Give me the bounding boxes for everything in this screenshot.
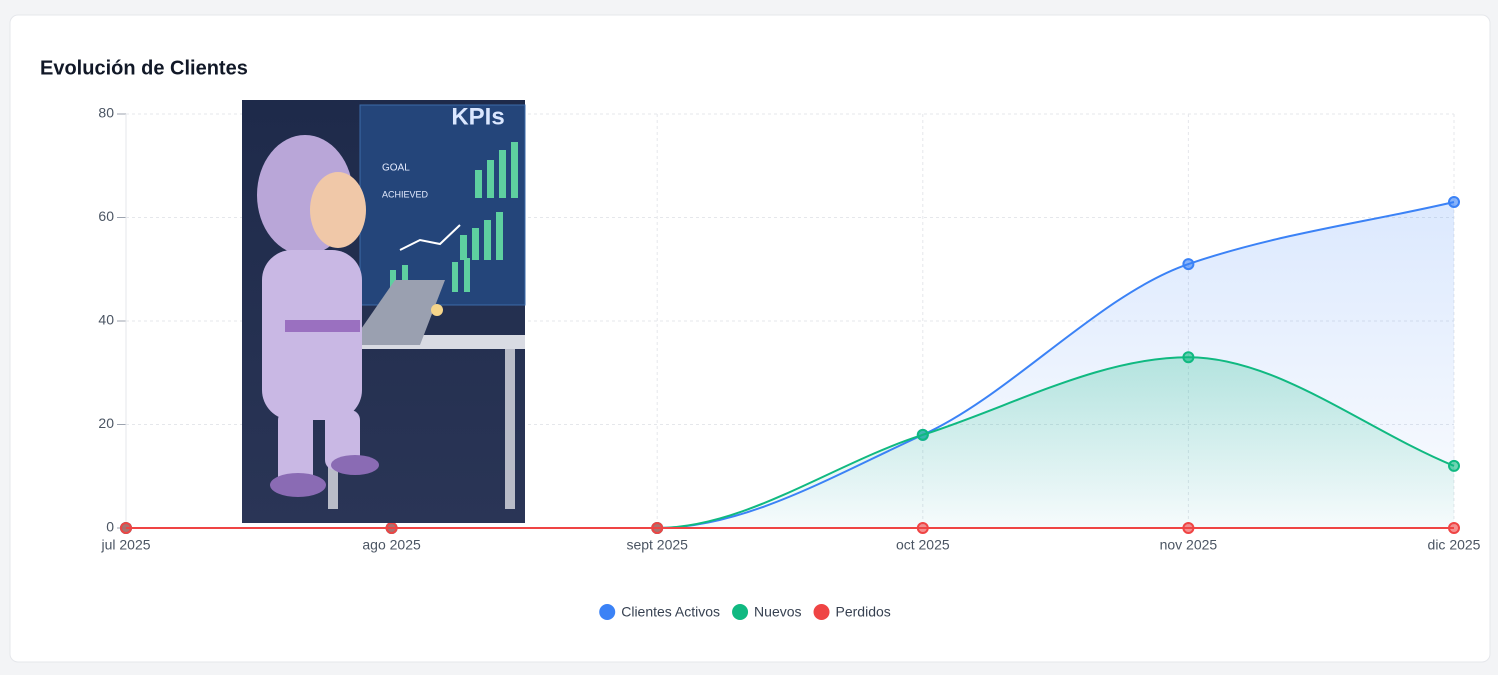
illustration-heading: KPIs [451, 103, 504, 130]
x-tick-label: sept 2025 [626, 537, 688, 553]
point [385, 522, 398, 534]
x-tick-label: oct 2025 [896, 537, 950, 553]
y-tick-label: 80 [98, 105, 114, 121]
legend-swatch [599, 604, 616, 620]
x-tick-label: ago 2025 [362, 537, 421, 553]
point [1182, 522, 1195, 534]
area [126, 357, 1454, 528]
point [1448, 522, 1460, 534]
legend-item[interactable]: Nuevos [732, 604, 802, 620]
point [1448, 195, 1460, 208]
legend-label: Perdidos [836, 604, 891, 620]
x-tick-label: dic 2025 [1428, 537, 1481, 553]
legend-item[interactable]: Perdidos [813, 604, 891, 620]
legend: Clientes Activos Nuevos Perdidos [599, 604, 891, 620]
point [916, 428, 929, 441]
point [1182, 258, 1195, 271]
legend-label: Nuevos [754, 604, 801, 620]
point [651, 522, 664, 534]
y-tick-label: 60 [98, 208, 114, 224]
illustration-label: ACHIEVED [382, 189, 429, 199]
x-tick-label: jul 2025 [100, 537, 150, 553]
legend-swatch [813, 604, 830, 620]
illustration: KPIs GOAL ACHIEVED [242, 100, 526, 523]
legend-item[interactable]: Clientes Activos [599, 604, 720, 620]
point [120, 522, 132, 534]
point [1182, 351, 1195, 364]
y-tick-label: 0 [106, 519, 114, 535]
point [1448, 459, 1460, 472]
y-tick-label: 20 [98, 415, 114, 431]
y-tick-label: 40 [98, 312, 114, 328]
plot: 0 20 40 60 80 jul 2025 ago 2025 sept 2025 oct 20… [98, 105, 1480, 553]
x-tick-label: nov 2025 [1160, 537, 1218, 553]
illustration-label: GOAL [382, 163, 410, 174]
chart-title: Evolución de Clientes [40, 57, 248, 79]
point [916, 522, 929, 534]
legend-swatch [732, 604, 749, 620]
legend-label: Clientes Activos [621, 604, 720, 620]
